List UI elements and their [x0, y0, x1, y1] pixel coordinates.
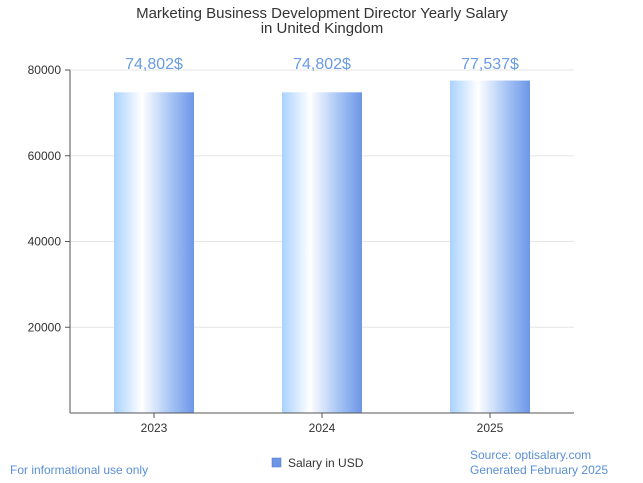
bars	[114, 80, 530, 413]
y-tick-label-20000: 20000	[28, 320, 62, 334]
x-axis-ticks: 2023 2024 2025	[141, 413, 504, 435]
x-tick-label-2024: 2024	[309, 421, 336, 435]
chart-title-line-1: Marketing Business Development Director …	[136, 5, 508, 22]
y-tick-label-40000: 40000	[28, 235, 62, 249]
chart-title-line-2: in United Kingdom	[261, 20, 384, 37]
legend: Salary in USD	[271, 456, 364, 470]
y-axis-ticks: 20000 40000 60000 80000	[28, 63, 70, 334]
data-label-2023: 74,802$	[125, 56, 183, 73]
legend-swatch	[271, 457, 282, 468]
x-tick-label-2025: 2025	[477, 421, 504, 435]
bar-2025	[450, 80, 530, 413]
informational-note: For informational use only	[10, 463, 148, 477]
legend-label: Salary in USD	[288, 456, 364, 470]
bar-2024	[282, 92, 362, 413]
generated-note: Generated February 2025	[470, 463, 608, 477]
bar-2023	[114, 92, 194, 413]
data-label-2024: 74,802$	[293, 56, 351, 73]
data-label-2025: 77,537$	[461, 56, 519, 73]
y-tick-label-60000: 60000	[28, 149, 62, 163]
data-labels: 74,802$ 74,802$ 77,537$	[125, 56, 519, 73]
source-note: Source: optisalary.com	[470, 448, 591, 462]
y-tick-label-80000: 80000	[28, 63, 62, 77]
x-tick-label-2023: 2023	[141, 421, 168, 435]
